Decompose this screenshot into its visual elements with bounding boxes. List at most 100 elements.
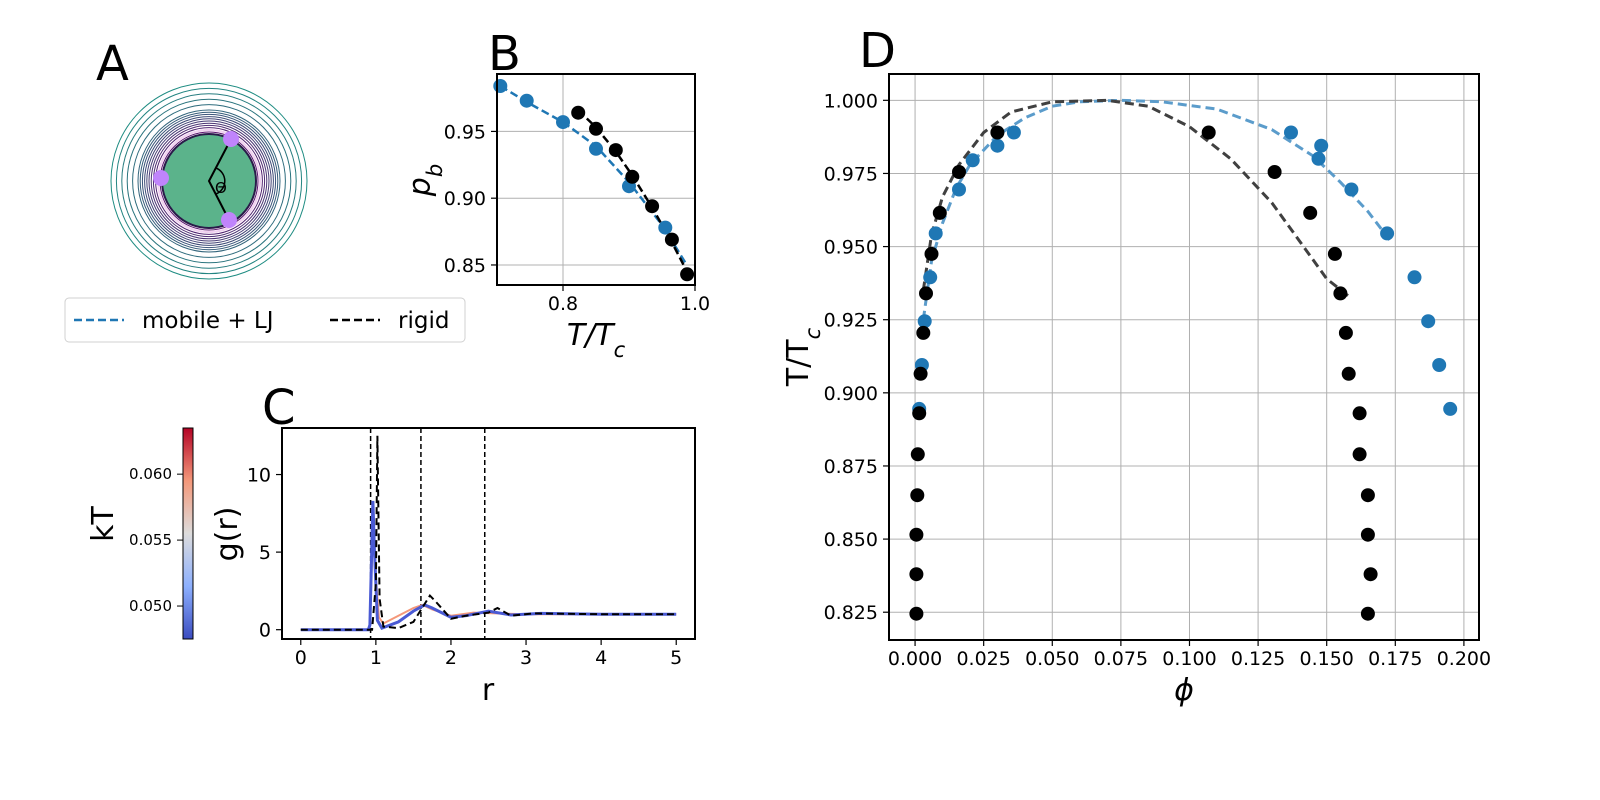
panel-b-point-mobile bbox=[658, 220, 673, 235]
panel-b-x-tick-label: 1.0 bbox=[680, 293, 710, 315]
panel-label-b: B bbox=[488, 26, 521, 82]
panel-d-point-rigid bbox=[1352, 447, 1367, 462]
panel-d-y-tick-label: 0.900 bbox=[824, 383, 878, 405]
legend: mobile + LJ rigid bbox=[64, 297, 466, 343]
panel-d-point-mobile bbox=[1421, 314, 1436, 329]
panel-d-point-mobile bbox=[1380, 226, 1395, 241]
panel-d-point-rigid bbox=[924, 246, 939, 261]
panel-d-point-rigid bbox=[909, 606, 924, 621]
panel-d-point-rigid bbox=[952, 165, 966, 179]
panel-d-x-tick-label: 0.000 bbox=[888, 648, 942, 670]
interaction-rings bbox=[110, 82, 308, 280]
panel-c-frame bbox=[281, 427, 696, 640]
particle-diagram: Θ bbox=[110, 82, 308, 280]
panel-b-fit-mobile bbox=[499, 84, 687, 263]
panel-b-frame bbox=[496, 73, 696, 286]
panel-d-point-rigid bbox=[909, 527, 924, 542]
panel-d-y-tick-label: 0.925 bbox=[824, 310, 878, 332]
interaction-ring bbox=[152, 124, 266, 238]
panel-d-point-mobile bbox=[965, 153, 980, 168]
interaction-ring bbox=[115, 87, 303, 275]
panel-c-y-tick-label: 5 bbox=[259, 542, 271, 564]
panel-d-point-rigid bbox=[910, 447, 925, 462]
interaction-ring bbox=[132, 104, 286, 258]
panel-c-x-tick-label: 2 bbox=[445, 647, 457, 669]
panel-d-point-rigid bbox=[916, 325, 931, 340]
interaction-ring bbox=[110, 82, 308, 280]
panel-c-x-tick-label: 4 bbox=[595, 647, 607, 669]
panel-d-point-mobile bbox=[1407, 270, 1422, 285]
panel-d-point-rigid bbox=[1363, 567, 1378, 582]
panel-b-y-tick-label: 0.95 bbox=[444, 121, 486, 143]
angle-label: Θ bbox=[215, 179, 227, 197]
panel-d-x-tick-label: 0.075 bbox=[1094, 648, 1148, 670]
colorbar-label: kT bbox=[86, 505, 121, 541]
panel-d-point-mobile bbox=[917, 314, 932, 329]
panel-b-point-rigid bbox=[571, 105, 586, 120]
panel-c-x-tick-label: 5 bbox=[670, 647, 682, 669]
panel-c-x-tick-label: 3 bbox=[520, 647, 532, 669]
panel-d-point-mobile bbox=[952, 182, 966, 197]
panel-d-point-mobile bbox=[928, 226, 943, 241]
panel-d-point-rigid bbox=[910, 488, 925, 503]
interaction-ring bbox=[139, 111, 279, 251]
interaction-ring bbox=[126, 98, 292, 264]
panel-d-point-mobile bbox=[1311, 151, 1326, 166]
panel-d-point-rigid bbox=[1303, 205, 1318, 220]
panel-d-point-mobile bbox=[1314, 138, 1329, 153]
panel-b-y-tick-label: 0.85 bbox=[444, 255, 486, 277]
panel-d-x-tick-label: 0.050 bbox=[1025, 648, 1079, 670]
patch-bottom bbox=[221, 212, 237, 228]
panel-label-a: A bbox=[96, 36, 129, 92]
panel-b-point-rigid bbox=[625, 169, 640, 184]
panel-c-ylabel: g(r) bbox=[210, 507, 245, 562]
panel-label-d: D bbox=[859, 23, 896, 79]
panel-b-point-mobile bbox=[519, 93, 534, 108]
panel-d-y-tick-label: 0.850 bbox=[824, 529, 878, 551]
interaction-ring bbox=[141, 113, 277, 249]
panel-b-xlabel: T/Tc bbox=[567, 318, 626, 362]
panel-d-x-tick-label: 0.150 bbox=[1299, 648, 1353, 670]
panel-c-chart: 0 1 2 3 4 5 0 5 10 r g(r) 0.050 0.055 0.060 kT bbox=[86, 427, 696, 708]
panel-c-line-kt-0-050 bbox=[300, 500, 677, 632]
panel-c-y-tick-label: 0 bbox=[259, 620, 271, 642]
interaction-ring bbox=[150, 122, 268, 240]
panel-d-ylabel: T/Tc bbox=[781, 327, 825, 387]
panel-d-xlabel: ϕ bbox=[1174, 673, 1194, 708]
panel-d-point-rigid bbox=[990, 125, 1005, 140]
panel-d-y-tick-label: 1.000 bbox=[824, 90, 878, 112]
colorbar-tick-label: 0.050 bbox=[129, 597, 172, 615]
interaction-ring bbox=[121, 93, 297, 269]
panel-b-point-mobile bbox=[493, 79, 508, 93]
panel-c-x-tick-label: 1 bbox=[370, 647, 382, 669]
panel-d-point-rigid bbox=[1360, 488, 1375, 503]
panel-d-point-rigid bbox=[1201, 125, 1216, 140]
panel-d-point-mobile bbox=[1006, 125, 1021, 140]
panel-d-point-rigid bbox=[919, 286, 933, 301]
panel-b-point-rigid bbox=[680, 267, 695, 282]
panel-d-y-tick-label: 0.875 bbox=[824, 456, 878, 478]
interaction-ring bbox=[148, 120, 270, 242]
panel-d-point-mobile bbox=[923, 270, 938, 285]
panel-d-x-tick-label: 0.200 bbox=[1437, 648, 1491, 670]
panel-d-chart: 0.000 0.025 0.050 0.075 0.100 0.125 0.150 0.175… bbox=[781, 73, 1491, 708]
panel-b-point-rigid bbox=[589, 121, 603, 136]
panel-d-point-rigid bbox=[1327, 246, 1342, 261]
panel-d-point-rigid bbox=[1360, 527, 1375, 542]
panel-c-line-rigid bbox=[300, 435, 677, 631]
panel-d-point-rigid bbox=[1333, 286, 1348, 301]
panel-d-point-mobile bbox=[1284, 125, 1298, 140]
panel-d-x-tick-label: 0.175 bbox=[1368, 648, 1422, 670]
patch-top bbox=[223, 131, 239, 147]
panel-d-point-rigid bbox=[913, 366, 928, 381]
legend-rigid-label: rigid bbox=[398, 308, 449, 334]
colorbar bbox=[182, 427, 194, 640]
patch-angle-lines bbox=[207, 138, 232, 221]
panel-d-point-mobile bbox=[1443, 401, 1458, 416]
panel-b-point-mobile bbox=[556, 115, 570, 130]
interaction-ring bbox=[137, 109, 281, 253]
panel-d-point-rigid bbox=[1338, 325, 1353, 340]
panel-c-xlabel: r bbox=[482, 673, 495, 708]
panel-d-point-rigid bbox=[909, 567, 924, 582]
panel-d-point-mobile bbox=[1432, 358, 1447, 372]
